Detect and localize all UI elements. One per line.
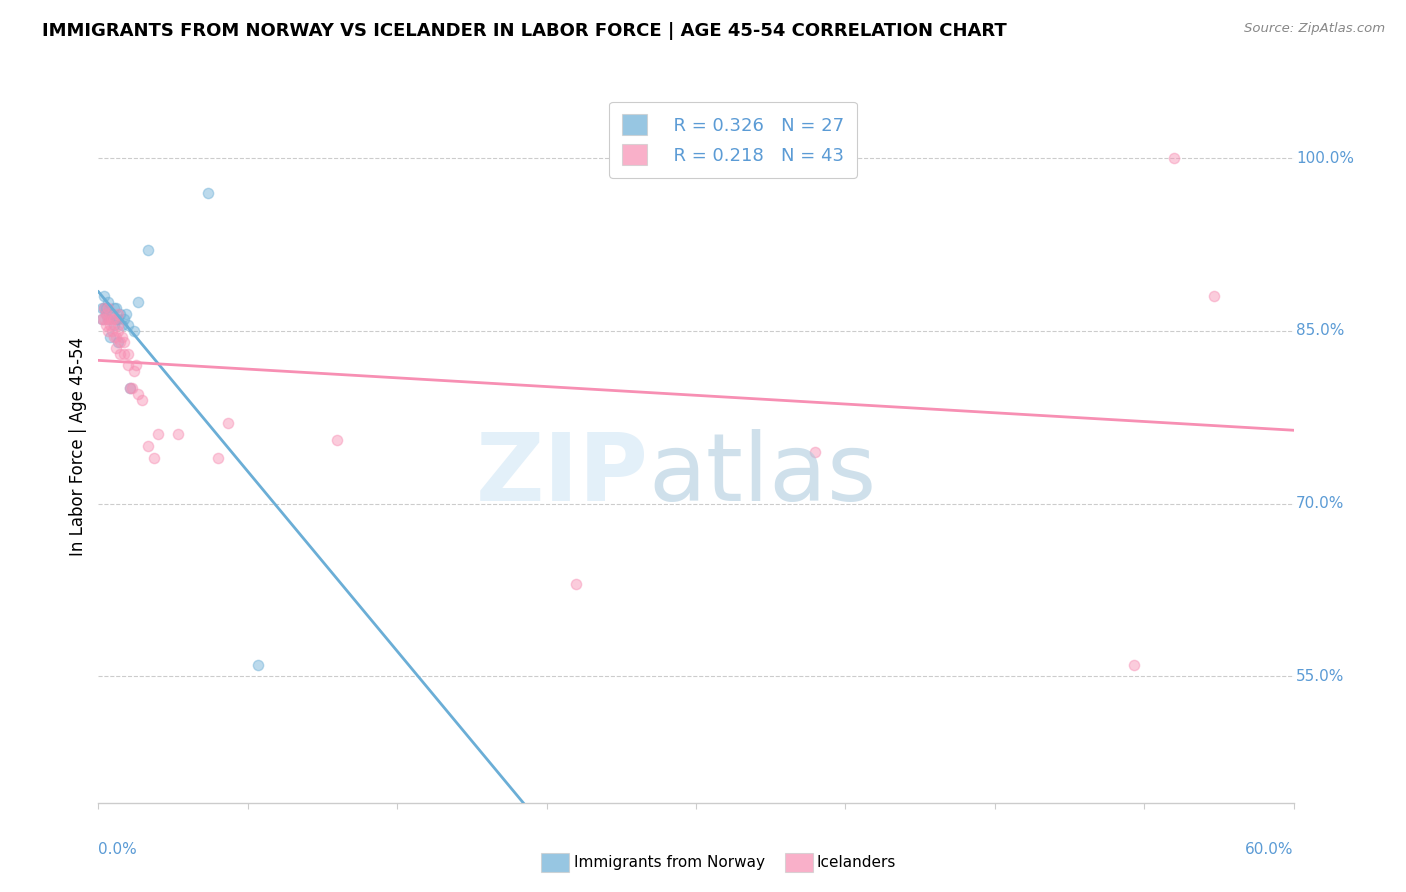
Point [112,347,135,361]
Point [105,341,128,355]
Point [91,312,114,326]
Point [101,307,124,321]
Point [105,301,128,315]
Point [107,318,129,333]
Point [131,392,153,407]
Text: 70.0%: 70.0% [1296,496,1344,511]
Point [110,307,132,321]
Point [127,295,149,310]
Point [97,312,120,326]
Point [124,364,146,378]
Point [105,312,128,326]
Text: 0.0%: 0.0% [98,842,138,857]
Point [217,416,239,430]
Point [97,301,120,315]
Point [97,295,120,310]
Point [101,324,124,338]
Point [101,312,124,326]
Text: 100.0%: 100.0% [1296,151,1354,166]
Point [115,307,138,321]
Point [1163,151,1185,165]
Point [136,439,159,453]
Point [117,318,139,333]
Point [120,381,142,395]
Text: IMMIGRANTS FROM NORWAY VS ICELANDER IN LABOR FORCE | AGE 45-54 CORRELATION CHART: IMMIGRANTS FROM NORWAY VS ICELANDER IN L… [42,22,1007,40]
Point [112,335,135,350]
Point [120,381,142,395]
Point [97,312,120,326]
Point [103,301,125,315]
Point [124,324,146,338]
Text: ZIP: ZIP [475,428,648,521]
Point [136,244,159,258]
Point [125,359,148,373]
Point [103,312,125,326]
Point [121,381,143,395]
Point [96,318,118,333]
Point [93,301,115,315]
Point [93,289,115,303]
Point [1123,657,1146,672]
Point [1202,289,1225,303]
Y-axis label: In Labor Force | Age 45-54: In Labor Force | Age 45-54 [69,336,87,556]
Point [96,307,118,321]
Text: 60.0%: 60.0% [1246,842,1294,857]
Point [98,329,122,343]
Point [207,450,229,465]
Point [326,434,349,448]
Point [143,450,166,465]
Point [107,335,129,350]
Point [91,312,114,326]
Point [107,307,129,321]
Point [127,387,149,401]
Point [107,312,129,326]
Point [93,312,115,326]
Point [565,577,588,591]
Point [96,307,118,321]
Point [91,301,114,315]
Point [111,318,134,333]
Text: 85.0%: 85.0% [1296,324,1344,338]
Text: 55.0%: 55.0% [1296,669,1344,683]
Text: Source: ZipAtlas.com: Source: ZipAtlas.com [1244,22,1385,36]
Point [98,318,122,333]
Text: Icelanders: Icelanders [817,855,896,870]
Point [103,329,125,343]
Text: atlas: atlas [648,428,876,521]
Point [97,324,120,338]
Text: Immigrants from Norway: Immigrants from Norway [574,855,765,870]
Point [804,444,827,458]
Point [110,347,132,361]
Point [148,427,170,442]
Point [167,427,190,442]
Point [117,359,139,373]
Point [105,329,128,343]
Point [103,318,125,333]
Point [112,312,135,326]
Point [246,657,269,672]
Legend:   R = 0.326   N = 27,   R = 0.218   N = 43: R = 0.326 N = 27, R = 0.218 N = 43 [609,102,856,178]
Point [93,301,115,315]
Point [110,335,132,350]
Point [111,329,134,343]
Point [96,301,118,315]
Point [117,347,139,361]
Point [107,324,129,338]
Point [197,186,219,200]
